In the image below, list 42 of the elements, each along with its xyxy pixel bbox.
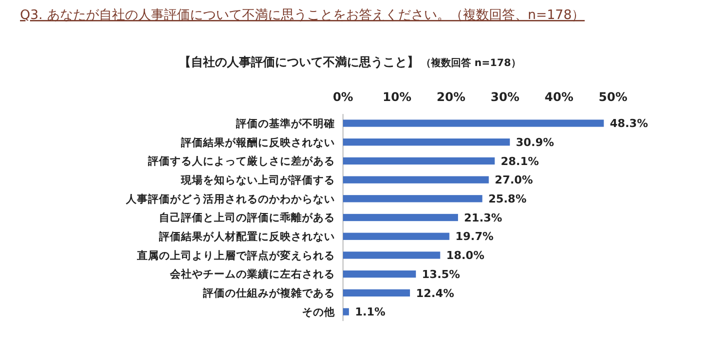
data-label: 18.0% bbox=[446, 249, 484, 262]
y-tick-label: 会社やチームの業績に左右される bbox=[169, 268, 335, 281]
bar bbox=[343, 308, 349, 316]
data-label: 13.5% bbox=[422, 268, 460, 281]
chart-subtitle: 【自社の人事評価について不満に思うこと】 bbox=[179, 55, 420, 69]
y-tick-label: 評価の仕組みが複雑である bbox=[202, 286, 335, 300]
y-tick-label: 評価結果が人材配置に反映されない bbox=[158, 230, 335, 244]
data-label: 21.3% bbox=[464, 211, 502, 224]
bar bbox=[343, 214, 458, 222]
x-tick-label: 50% bbox=[598, 90, 628, 104]
y-tick-label: 評価する人によって厳しさに差がある bbox=[147, 154, 335, 168]
data-label: 27.0% bbox=[494, 174, 533, 187]
y-tick-label: 人事評価がどう活用されるのかわからない bbox=[125, 192, 335, 206]
bar bbox=[343, 252, 440, 259]
y-tick-label: 現場を知らない上司が評価する bbox=[180, 173, 335, 186]
data-label: 25.8% bbox=[488, 192, 526, 206]
y-tick-label: 自己評価と上司の評価に乖離がある bbox=[159, 211, 335, 224]
data-label: 19.7% bbox=[455, 230, 494, 244]
x-tick-label: 40% bbox=[544, 90, 574, 104]
data-label: 28.1% bbox=[500, 154, 539, 168]
bar bbox=[343, 176, 489, 184]
data-label: 12.4% bbox=[416, 286, 454, 300]
bar bbox=[343, 195, 482, 202]
y-tick-label: 評価の基準が不明確 bbox=[235, 116, 335, 130]
x-tick-label: 0% bbox=[332, 90, 354, 104]
data-label: 1.1% bbox=[354, 306, 386, 319]
bar bbox=[343, 232, 450, 240]
data-label: 30.9% bbox=[516, 136, 554, 149]
bar bbox=[343, 270, 416, 278]
x-tick-label: 10% bbox=[382, 90, 412, 104]
y-tick-label: その他 bbox=[302, 305, 336, 318]
bar bbox=[343, 157, 495, 165]
text: （複数回答 n=178） bbox=[421, 57, 521, 69]
bar bbox=[343, 138, 510, 146]
chart-title: Q3. あなたが自社の人事評価について不満に思うことをお答えください。（複数回答、n=178） bbox=[20, 8, 585, 23]
y-tick-label: 直属の上司より上層で評点が変えられる bbox=[136, 248, 335, 262]
data-label: 48.3% bbox=[610, 117, 648, 130]
x-tick-label: 30% bbox=[490, 90, 520, 104]
x-tick-label: 20% bbox=[436, 90, 466, 104]
bar bbox=[343, 120, 604, 127]
bar bbox=[343, 289, 410, 296]
y-tick-label: 評価結果が報酬に反映されない bbox=[180, 136, 335, 149]
